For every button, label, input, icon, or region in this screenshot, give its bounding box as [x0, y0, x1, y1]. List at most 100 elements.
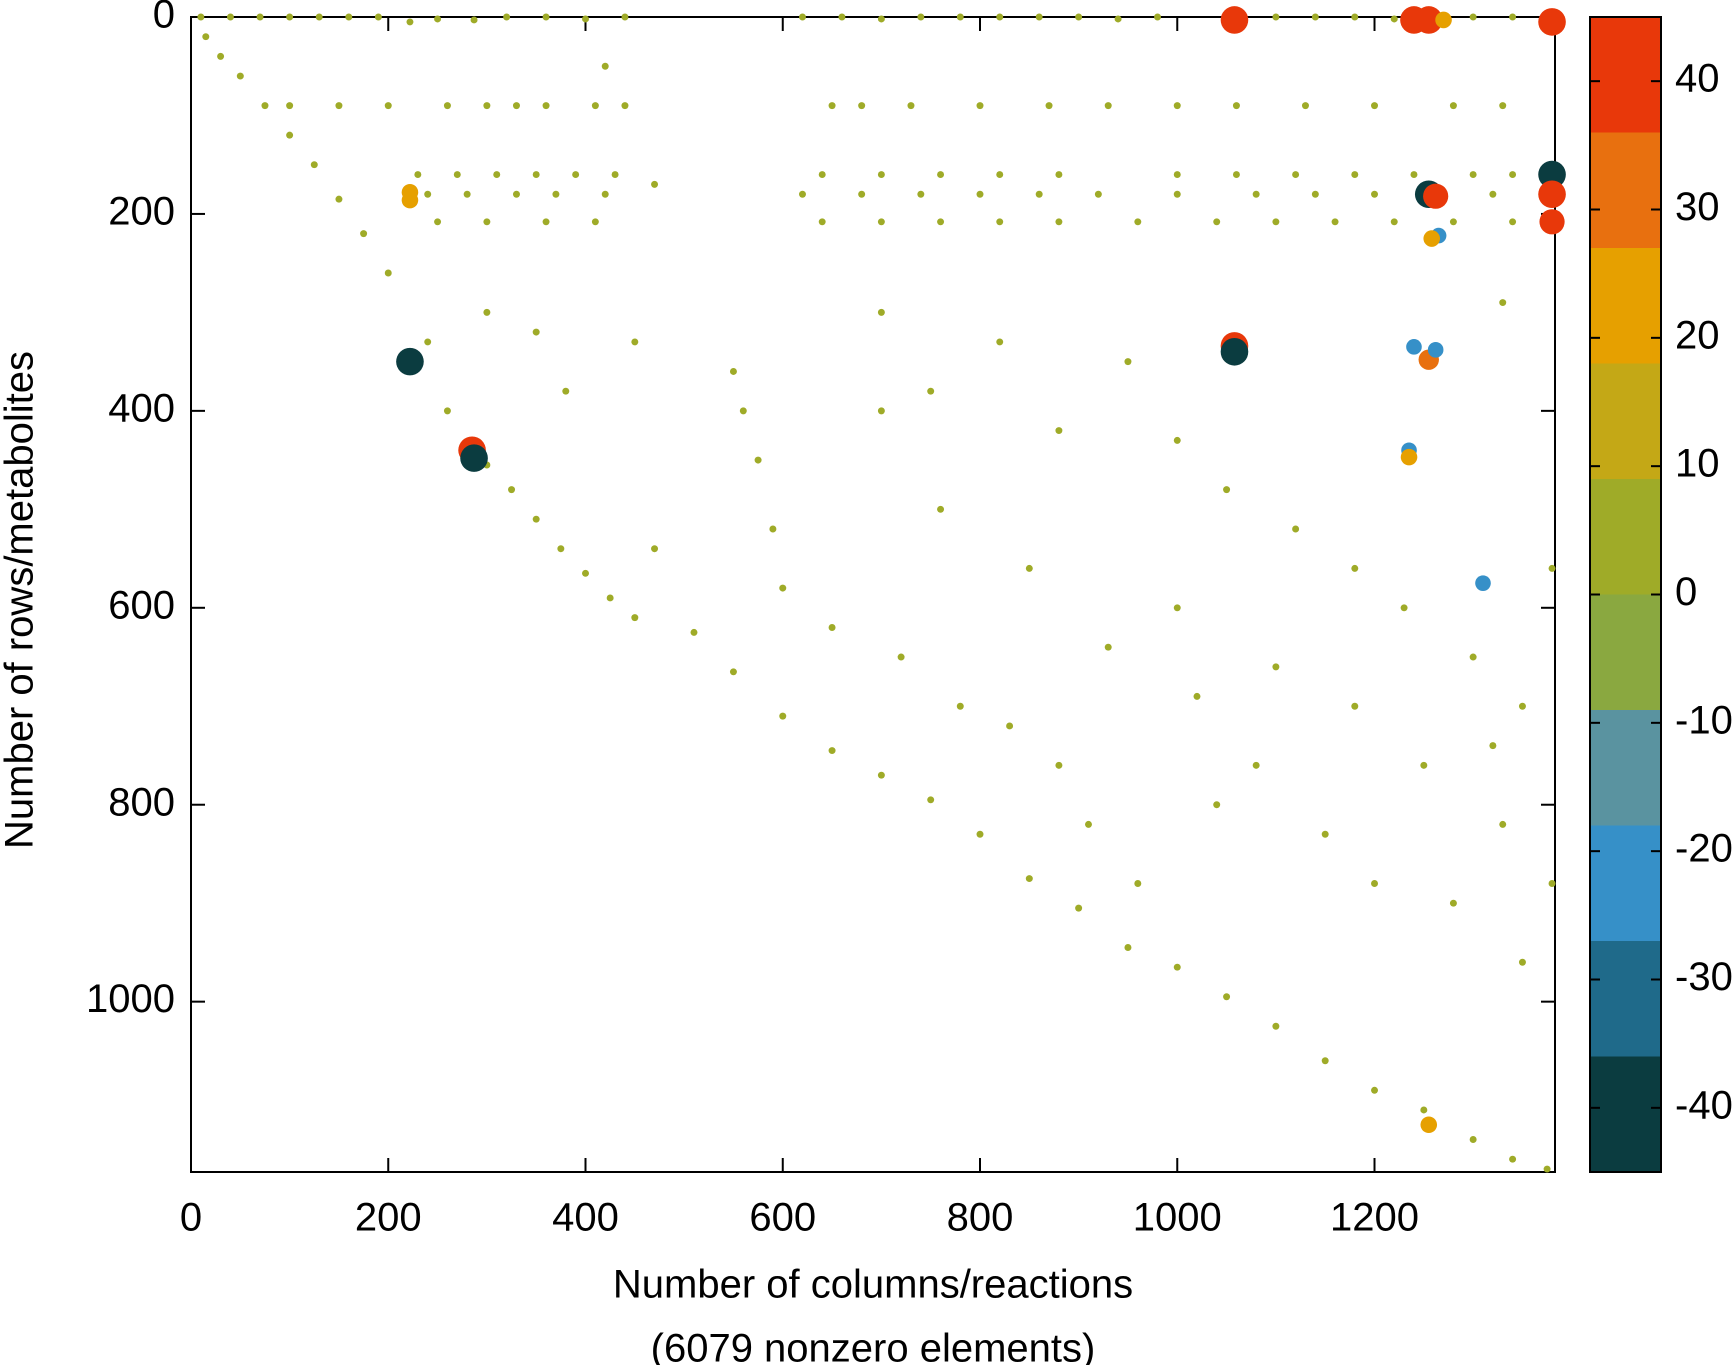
point: [1232, 102, 1240, 110]
point: [217, 52, 225, 60]
point: [1173, 171, 1181, 179]
point: [729, 668, 737, 676]
point: [877, 771, 885, 779]
point: [1134, 218, 1142, 226]
point: [818, 218, 826, 226]
point: [1489, 742, 1497, 750]
point: [1351, 13, 1359, 21]
point: [601, 62, 609, 70]
point: [406, 18, 414, 26]
point: [1414, 6, 1443, 34]
point: [1449, 899, 1457, 907]
point: [345, 13, 353, 21]
point: [384, 102, 392, 110]
colorbar-tick-label: 40: [1675, 57, 1720, 101]
point: [483, 308, 491, 316]
point: [976, 102, 984, 110]
y-tick-label: 600: [108, 583, 175, 627]
point: [315, 13, 323, 21]
point: [401, 191, 419, 209]
point: [828, 747, 836, 755]
point: [552, 190, 560, 198]
point: [1469, 1136, 1477, 1143]
point: [557, 545, 565, 553]
point: [443, 102, 451, 110]
point: [1331, 218, 1339, 226]
point: [917, 13, 925, 21]
point: [236, 72, 244, 80]
colorbar-tick-label: -10: [1675, 698, 1733, 742]
point: [754, 456, 762, 464]
y-tick-label: 800: [108, 780, 175, 824]
point: [483, 218, 491, 226]
point: [256, 13, 264, 21]
point: [956, 702, 964, 710]
point: [739, 407, 747, 415]
point: [396, 347, 424, 376]
point: [424, 338, 432, 346]
colorbar: [1589, 16, 1662, 1173]
point: [1006, 722, 1014, 730]
point: [877, 171, 885, 179]
point: [1351, 564, 1359, 572]
point: [927, 387, 935, 395]
point: [611, 171, 619, 179]
point: [1469, 171, 1477, 179]
point: [1509, 171, 1517, 179]
y-tick-label: 200: [108, 189, 175, 233]
point: [1469, 13, 1477, 21]
point: [1499, 299, 1507, 307]
point: [1055, 218, 1063, 226]
point: [1548, 880, 1556, 887]
point: [1427, 342, 1444, 358]
point: [1469, 653, 1477, 661]
point: [1035, 190, 1043, 198]
point: [838, 13, 846, 21]
point: [907, 102, 915, 110]
point: [858, 102, 866, 110]
point: [1252, 761, 1260, 769]
point: [1449, 102, 1457, 110]
point: [1075, 13, 1083, 21]
point: [1351, 702, 1359, 710]
point: [384, 269, 392, 277]
point: [1223, 486, 1231, 494]
point: [996, 218, 1004, 226]
point: [937, 171, 945, 179]
point: [1499, 102, 1507, 110]
point: [1509, 13, 1517, 21]
point: [1085, 820, 1092, 828]
point: [779, 584, 787, 592]
point: [1538, 160, 1566, 189]
point: [470, 16, 478, 24]
x-tick-label: 1000: [1133, 1196, 1222, 1240]
point: [453, 171, 461, 179]
point: [1272, 1022, 1280, 1030]
point: [799, 13, 806, 21]
point: [690, 628, 698, 636]
point: [424, 190, 432, 198]
point: [1548, 564, 1556, 572]
point: [335, 102, 343, 110]
point: [877, 15, 885, 23]
point: [1055, 427, 1063, 435]
colorbar-tick-label: -40: [1675, 1083, 1733, 1127]
point: [1311, 13, 1319, 21]
y-tick-label: 400: [108, 386, 175, 430]
point: [512, 190, 520, 198]
point: [1035, 13, 1043, 21]
point: [443, 407, 451, 415]
point: [1104, 643, 1112, 651]
point: [1272, 218, 1280, 226]
point: [651, 180, 659, 188]
point: [996, 13, 1004, 21]
point: [1489, 190, 1497, 198]
point: [1173, 604, 1181, 612]
point: [1104, 102, 1112, 110]
point: [818, 171, 826, 179]
point: [483, 102, 491, 110]
point: [335, 195, 343, 203]
point: [591, 218, 599, 226]
point: [1025, 875, 1033, 883]
point: [463, 190, 471, 198]
